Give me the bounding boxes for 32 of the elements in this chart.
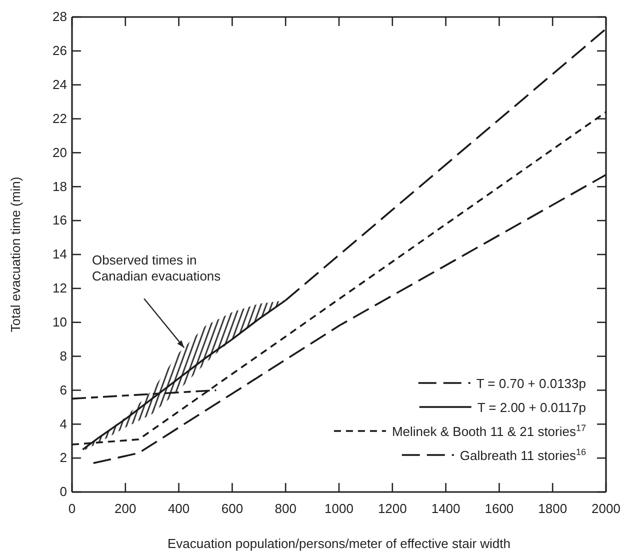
y-tick-label: 24 bbox=[52, 77, 67, 92]
y-tick-label: 2 bbox=[60, 450, 67, 466]
x-axis-title: Evacuation population/persons/meter of effective stair width bbox=[167, 536, 511, 551]
y-tick-label: 28 bbox=[52, 9, 67, 24]
y-tick-label: 26 bbox=[52, 43, 67, 58]
x-tick-label: 600 bbox=[221, 501, 244, 516]
y-tick-label: 20 bbox=[52, 144, 67, 160]
x-tick-label: 1400 bbox=[431, 501, 460, 516]
x-tick-label: 800 bbox=[274, 501, 296, 516]
x-tick-label: 400 bbox=[168, 501, 190, 516]
y-tick-label: 4 bbox=[60, 416, 67, 432]
x-tick-label: 1600 bbox=[484, 501, 514, 516]
y-tick-label: 16 bbox=[52, 212, 67, 228]
legend-label: Galbreath 11 stories$^{16}$ bbox=[460, 447, 586, 463]
y-tick-label: 12 bbox=[52, 280, 67, 296]
legend-label: T = 2.00 + 0.0117p bbox=[477, 400, 586, 415]
y-tick-label: 18 bbox=[52, 178, 67, 194]
x-tick-label: 1800 bbox=[538, 501, 568, 516]
legend-label: T = 0.70 + 0.0133p bbox=[476, 376, 586, 391]
y-tick-label: 6 bbox=[60, 382, 67, 398]
legend-label: Melinek & Booth 11 & 21 stories$^{17}$ bbox=[392, 423, 586, 439]
annotation: Observed times in Canadian evacuations bbox=[92, 252, 222, 284]
x-tick-label: 2000 bbox=[592, 501, 620, 516]
y-tick-label: 22 bbox=[52, 110, 67, 126]
y-tick-label: 10 bbox=[52, 314, 67, 330]
y-tick-label: 8 bbox=[60, 348, 67, 364]
y-axis-title: Total evacuation time (min) bbox=[8, 176, 23, 332]
x-tick-label: 1000 bbox=[324, 501, 354, 516]
x-tick-label: 1200 bbox=[378, 501, 407, 516]
y-tick-label: 14 bbox=[52, 246, 67, 262]
y-tick-label: 0 bbox=[60, 484, 67, 500]
x-tick-label: 200 bbox=[114, 501, 136, 516]
